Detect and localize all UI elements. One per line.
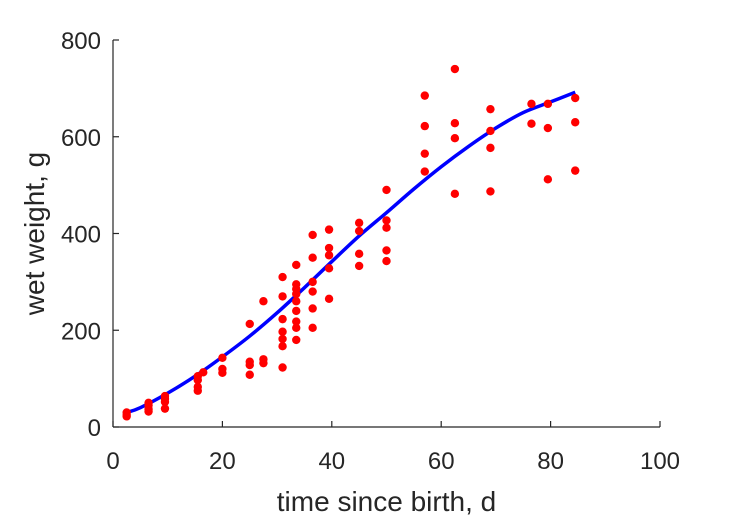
x-tick-label: 20 [209,448,236,475]
data-point [218,353,227,363]
data-point [245,319,254,329]
data-point [382,256,391,266]
data-point [450,64,460,74]
data-point [324,294,334,304]
data-point [292,260,301,270]
data-point [571,93,580,103]
x-axis-label: time since birth, d [277,486,496,517]
data-point [259,297,268,306]
data-point [292,335,301,345]
data-point [245,370,254,379]
data-point [543,99,553,109]
data-point [193,382,202,392]
data-point [259,355,268,364]
data-point [486,126,495,136]
data-point [308,277,317,287]
data-points [122,64,580,421]
data-point [382,246,391,255]
data-point [245,357,254,366]
data-point [450,134,460,143]
data-point [292,280,301,289]
y-tick-label: 200 [61,318,101,345]
data-point [292,306,301,316]
data-point [420,167,429,176]
data-point [278,327,287,336]
x-tick-label: 40 [318,448,345,475]
data-point [543,123,553,133]
y-axis-label: wet weight, g [19,152,50,316]
data-point [354,218,364,228]
data-point [324,243,334,253]
data-point [420,121,429,131]
data-point [420,149,429,158]
data-point [144,398,153,408]
fit-curve-group [126,90,576,415]
data-point [218,364,227,374]
data-point [450,189,460,199]
data-point [292,297,301,306]
data-point [324,264,334,273]
data-point [308,287,317,296]
data-point [278,363,287,372]
data-point [420,91,429,100]
x-tick-label: 80 [537,448,564,475]
data-point [382,216,391,225]
data-point [486,104,495,114]
data-point [308,304,317,313]
data-point [160,404,170,413]
data-point [278,292,287,301]
y-tick-label: 0 [88,415,101,442]
y-tick-label: 600 [61,125,101,152]
data-point [571,118,580,127]
data-point [308,253,317,262]
data-point [324,251,334,260]
data-point [450,119,460,128]
data-point [486,143,495,153]
y-tick-label: 400 [61,222,101,249]
data-point [122,408,131,417]
data-point [278,342,287,351]
data-point [292,317,301,326]
data-point [382,185,391,195]
x-tick-label: 0 [106,448,119,475]
data-point [308,323,317,333]
x-tick-label: 60 [428,448,455,475]
ticks: 0 20 40 60 80 100 0 200 400 600 800 [61,28,680,475]
x-tick-label: 100 [640,448,680,475]
data-point [199,368,208,377]
y-tick-label: 800 [61,28,101,55]
data-point [486,187,495,196]
data-point [160,391,170,401]
data-point [354,226,364,236]
data-point [278,272,287,282]
data-point [571,166,580,175]
data-point [354,261,364,271]
data-point [382,223,391,232]
fit-curve [126,90,576,415]
data-point [324,225,334,234]
data-point [543,175,553,184]
data-point [527,119,536,128]
data-point [308,230,317,240]
data-point [278,314,287,324]
data-point [354,249,364,259]
data-point [527,99,536,109]
data-point [278,334,287,344]
data-point [292,323,301,333]
